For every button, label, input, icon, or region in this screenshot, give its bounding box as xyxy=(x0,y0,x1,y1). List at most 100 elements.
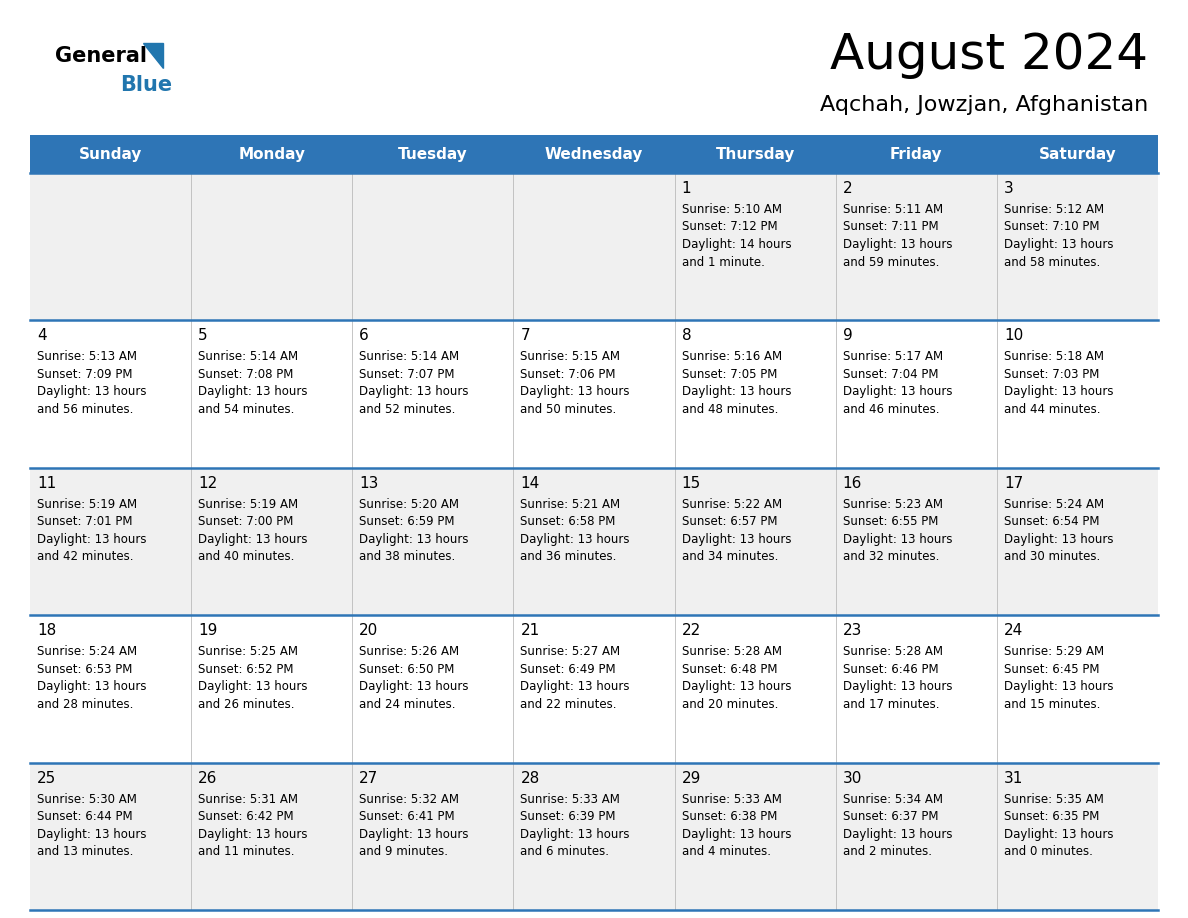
Bar xyxy=(30,468,1158,615)
Text: Daylight: 13 hours: Daylight: 13 hours xyxy=(37,680,146,693)
Text: and 42 minutes.: and 42 minutes. xyxy=(37,550,133,564)
Polygon shape xyxy=(143,43,163,68)
Text: 15: 15 xyxy=(682,476,701,491)
Text: 30: 30 xyxy=(842,770,862,786)
Text: Daylight: 13 hours: Daylight: 13 hours xyxy=(198,680,308,693)
Text: Daylight: 13 hours: Daylight: 13 hours xyxy=(520,680,630,693)
Text: 27: 27 xyxy=(359,770,379,786)
Bar xyxy=(30,320,1158,468)
Bar xyxy=(30,135,191,173)
Text: Sunset: 6:38 PM: Sunset: 6:38 PM xyxy=(682,810,777,823)
Text: 14: 14 xyxy=(520,476,539,491)
Bar xyxy=(835,135,997,173)
Text: Daylight: 13 hours: Daylight: 13 hours xyxy=(359,386,469,398)
Text: 13: 13 xyxy=(359,476,379,491)
Text: Daylight: 13 hours: Daylight: 13 hours xyxy=(198,532,308,546)
Text: General: General xyxy=(55,46,147,66)
Text: Sunset: 6:37 PM: Sunset: 6:37 PM xyxy=(842,810,939,823)
Text: Sunrise: 5:27 AM: Sunrise: 5:27 AM xyxy=(520,645,620,658)
Text: 24: 24 xyxy=(1004,623,1023,638)
Text: Sunrise: 5:21 AM: Sunrise: 5:21 AM xyxy=(520,498,620,510)
Text: August 2024: August 2024 xyxy=(830,31,1148,79)
Text: Sunrise: 5:26 AM: Sunrise: 5:26 AM xyxy=(359,645,460,658)
Text: Sunset: 6:57 PM: Sunset: 6:57 PM xyxy=(682,515,777,528)
Text: Sunset: 6:42 PM: Sunset: 6:42 PM xyxy=(198,810,293,823)
Text: Sunset: 7:08 PM: Sunset: 7:08 PM xyxy=(198,368,293,381)
Text: and 30 minutes.: and 30 minutes. xyxy=(1004,550,1100,564)
Text: and 11 minutes.: and 11 minutes. xyxy=(198,845,295,858)
Text: 21: 21 xyxy=(520,623,539,638)
Text: Sunrise: 5:24 AM: Sunrise: 5:24 AM xyxy=(37,645,137,658)
Text: Sunset: 7:04 PM: Sunset: 7:04 PM xyxy=(842,368,939,381)
Bar xyxy=(191,135,353,173)
Text: Daylight: 13 hours: Daylight: 13 hours xyxy=(842,828,953,841)
Bar xyxy=(30,763,1158,910)
Text: Daylight: 13 hours: Daylight: 13 hours xyxy=(198,828,308,841)
Text: Daylight: 13 hours: Daylight: 13 hours xyxy=(37,386,146,398)
Text: Sunset: 6:45 PM: Sunset: 6:45 PM xyxy=(1004,663,1099,676)
Text: Sunrise: 5:16 AM: Sunrise: 5:16 AM xyxy=(682,351,782,364)
Text: Sunday: Sunday xyxy=(78,147,143,162)
Text: Sunset: 6:50 PM: Sunset: 6:50 PM xyxy=(359,663,455,676)
Text: Sunset: 6:53 PM: Sunset: 6:53 PM xyxy=(37,663,132,676)
Text: Daylight: 13 hours: Daylight: 13 hours xyxy=(37,828,146,841)
Bar xyxy=(30,173,1158,320)
Text: Daylight: 13 hours: Daylight: 13 hours xyxy=(842,238,953,251)
Text: Daylight: 13 hours: Daylight: 13 hours xyxy=(37,532,146,546)
Text: 7: 7 xyxy=(520,329,530,343)
Text: Sunrise: 5:34 AM: Sunrise: 5:34 AM xyxy=(842,792,943,806)
Text: Daylight: 13 hours: Daylight: 13 hours xyxy=(198,386,308,398)
Text: Sunrise: 5:33 AM: Sunrise: 5:33 AM xyxy=(682,792,782,806)
Text: and 32 minutes.: and 32 minutes. xyxy=(842,550,939,564)
Text: Sunset: 7:07 PM: Sunset: 7:07 PM xyxy=(359,368,455,381)
Bar xyxy=(30,615,1158,763)
Text: and 4 minutes.: and 4 minutes. xyxy=(682,845,771,858)
Text: and 59 minutes.: and 59 minutes. xyxy=(842,255,939,268)
Text: Daylight: 13 hours: Daylight: 13 hours xyxy=(520,532,630,546)
Text: and 22 minutes.: and 22 minutes. xyxy=(520,698,617,711)
Text: 22: 22 xyxy=(682,623,701,638)
Text: and 44 minutes.: and 44 minutes. xyxy=(1004,403,1100,416)
Text: Daylight: 13 hours: Daylight: 13 hours xyxy=(682,532,791,546)
Text: Sunset: 6:41 PM: Sunset: 6:41 PM xyxy=(359,810,455,823)
Text: Sunset: 6:39 PM: Sunset: 6:39 PM xyxy=(520,810,615,823)
Text: and 24 minutes.: and 24 minutes. xyxy=(359,698,456,711)
Text: Tuesday: Tuesday xyxy=(398,147,468,162)
Text: Sunset: 6:35 PM: Sunset: 6:35 PM xyxy=(1004,810,1099,823)
Text: Daylight: 13 hours: Daylight: 13 hours xyxy=(842,532,953,546)
Text: Daylight: 13 hours: Daylight: 13 hours xyxy=(1004,680,1113,693)
Text: Sunset: 7:01 PM: Sunset: 7:01 PM xyxy=(37,515,133,528)
Text: Sunset: 6:52 PM: Sunset: 6:52 PM xyxy=(198,663,293,676)
Text: Monday: Monday xyxy=(239,147,305,162)
Text: and 56 minutes.: and 56 minutes. xyxy=(37,403,133,416)
Text: Sunset: 6:46 PM: Sunset: 6:46 PM xyxy=(842,663,939,676)
Text: Sunset: 6:48 PM: Sunset: 6:48 PM xyxy=(682,663,777,676)
Text: Sunrise: 5:13 AM: Sunrise: 5:13 AM xyxy=(37,351,137,364)
Text: Sunset: 7:10 PM: Sunset: 7:10 PM xyxy=(1004,220,1099,233)
Text: Sunrise: 5:24 AM: Sunrise: 5:24 AM xyxy=(1004,498,1104,510)
Text: 5: 5 xyxy=(198,329,208,343)
Text: 11: 11 xyxy=(37,476,56,491)
Text: Sunrise: 5:12 AM: Sunrise: 5:12 AM xyxy=(1004,203,1104,216)
Text: Sunrise: 5:28 AM: Sunrise: 5:28 AM xyxy=(682,645,782,658)
Bar xyxy=(353,135,513,173)
Text: 12: 12 xyxy=(198,476,217,491)
Text: Sunrise: 5:22 AM: Sunrise: 5:22 AM xyxy=(682,498,782,510)
Text: Sunrise: 5:11 AM: Sunrise: 5:11 AM xyxy=(842,203,943,216)
Text: Daylight: 14 hours: Daylight: 14 hours xyxy=(682,238,791,251)
Text: Sunset: 7:05 PM: Sunset: 7:05 PM xyxy=(682,368,777,381)
Text: Sunset: 7:09 PM: Sunset: 7:09 PM xyxy=(37,368,133,381)
Text: Daylight: 13 hours: Daylight: 13 hours xyxy=(682,386,791,398)
Text: Sunrise: 5:14 AM: Sunrise: 5:14 AM xyxy=(198,351,298,364)
Text: 31: 31 xyxy=(1004,770,1023,786)
Text: Sunset: 7:11 PM: Sunset: 7:11 PM xyxy=(842,220,939,233)
Text: 4: 4 xyxy=(37,329,46,343)
Text: Friday: Friday xyxy=(890,147,942,162)
Text: Daylight: 13 hours: Daylight: 13 hours xyxy=(1004,828,1113,841)
Text: and 26 minutes.: and 26 minutes. xyxy=(198,698,295,711)
Text: 17: 17 xyxy=(1004,476,1023,491)
Text: 26: 26 xyxy=(198,770,217,786)
Text: 19: 19 xyxy=(198,623,217,638)
Text: Sunset: 7:00 PM: Sunset: 7:00 PM xyxy=(198,515,293,528)
Text: Sunrise: 5:17 AM: Sunrise: 5:17 AM xyxy=(842,351,943,364)
